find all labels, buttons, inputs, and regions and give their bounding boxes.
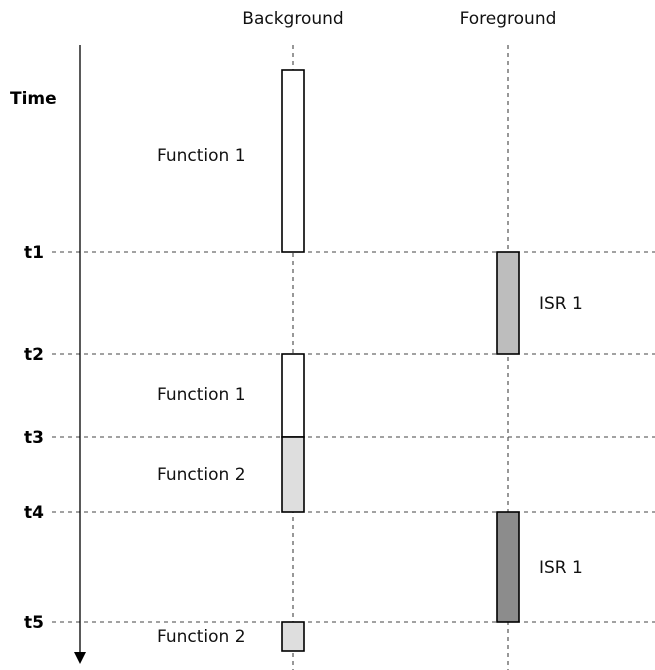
time-marker-t3: t3 [24, 428, 44, 448]
time-axis-arrowhead [74, 652, 86, 664]
block-function-1-resumed [281, 353, 305, 438]
time-marker-t4: t4 [24, 503, 44, 523]
label-isr-1-second: ISR 1 [539, 558, 583, 578]
label-function-1-resumed: Function 1 [157, 385, 246, 405]
time-marker-t2: t2 [24, 345, 44, 365]
label-isr-1-first: ISR 1 [539, 294, 583, 314]
block-isr-1-first [496, 251, 520, 355]
label-function-2-resumed: Function 2 [157, 627, 246, 647]
block-isr-1-second [496, 511, 520, 623]
block-function-2-first [281, 436, 305, 513]
label-function-2-first: Function 2 [157, 465, 246, 485]
block-function-1-first [281, 69, 305, 253]
column-title-foreground: Foreground [460, 9, 557, 29]
column-title-background: Background [242, 9, 343, 29]
block-function-2-resumed [281, 621, 305, 652]
time-axis-label: Time [10, 89, 57, 109]
time-marker-t5: t5 [24, 613, 44, 633]
label-function-1-first: Function 1 [157, 146, 246, 166]
time-marker-t1: t1 [24, 243, 44, 263]
